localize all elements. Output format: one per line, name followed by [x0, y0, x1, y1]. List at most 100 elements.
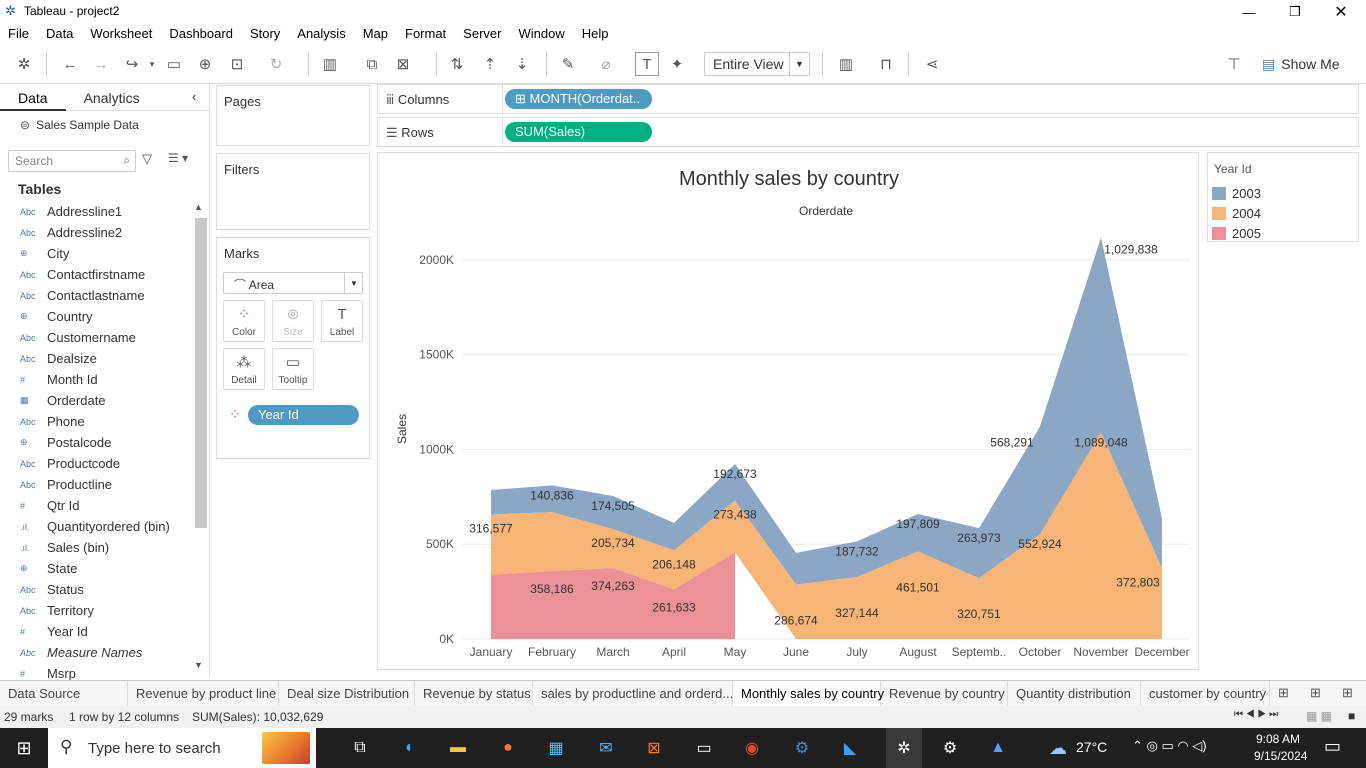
task-view-icon[interactable]: ⧉ [354, 739, 366, 756]
sheet-tab-0[interactable]: Data Source [0, 681, 128, 707]
menu-item-worksheet[interactable]: Worksheet [90, 26, 153, 41]
chevron-down-icon[interactable]: ▾ [149, 58, 155, 69]
field-measure-names[interactable]: Abc Measure Names [20, 642, 142, 663]
new-story-icon[interactable]: ⊞ [1342, 685, 1353, 700]
field-addressline2[interactable]: Abc Addressline2 [20, 222, 122, 243]
settings-icon[interactable]: ⚙ [942, 740, 958, 757]
edge-icon[interactable]: ◐ [405, 739, 415, 756]
show-me-button[interactable]: ▤ Show Me [1262, 52, 1340, 76]
search-input[interactable]: Search ⌕ [8, 150, 136, 172]
month-orderdate-pill[interactable]: ⊞ MONTH(Orderdat.. [505, 89, 652, 109]
field-territory[interactable]: Abc Territory [20, 600, 94, 621]
notification-icon[interactable]: ▭ [1324, 736, 1342, 756]
xampp-icon[interactable]: ⊠ [647, 740, 661, 757]
field-productcode[interactable]: Abc Productcode [20, 453, 120, 474]
chrome-icon[interactable]: ◉ [745, 740, 759, 757]
new-worksheet-icon[interactable]: ▥ [322, 56, 338, 73]
tray-icons[interactable]: ⌃ ◎ ▭ ◠ ◁) [1132, 738, 1207, 753]
menu-item-format[interactable]: Format [405, 26, 447, 41]
share-icon[interactable]: ⋖ [925, 56, 939, 73]
field-orderdate[interactable]: ▦ Orderdate [20, 390, 106, 411]
field-country[interactable]: ⊕ Country [20, 306, 93, 327]
field-customername[interactable]: Abc Customername [20, 327, 136, 348]
weather-icon[interactable]: ☁ [1049, 737, 1067, 758]
highlight-icon[interactable]: ✎ [561, 56, 575, 73]
view-options-icon[interactable]: ☰ ▾ [168, 151, 189, 165]
sheet-tab-1[interactable]: Revenue by product line [128, 681, 279, 707]
filmstrip-icon[interactable]: ■ [1348, 709, 1356, 723]
group-icon[interactable]: ⌀ [601, 56, 611, 73]
menu-item-dashboard[interactable]: Dashboard [169, 26, 233, 41]
field-postalcode[interactable]: ⊕ Postalcode [20, 432, 111, 453]
grid-view-icon[interactable]: ▦ ▦ [1306, 709, 1333, 723]
python-icon[interactable]: ⚙ [794, 740, 810, 757]
new-dashboard-icon[interactable]: ⊞ [1310, 685, 1321, 700]
legend-item-2003[interactable]: 2003 [1212, 184, 1261, 202]
field-year-id[interactable]: # Year Id [20, 621, 88, 642]
presentation-icon[interactable]: ⊓ [880, 56, 892, 73]
pin-icon[interactable]: ✦ [670, 56, 684, 73]
taskbar-search[interactable]: ⚲ Type here to search [48, 728, 316, 768]
close-button[interactable]: ✕ [1334, 4, 1348, 21]
refresh-icon[interactable]: ↻ [269, 56, 283, 73]
menu-item-server[interactable]: Server [463, 26, 502, 41]
field-city[interactable]: ⊕ City [20, 243, 69, 264]
filters-card[interactable]: Filters [216, 153, 370, 230]
field-month-id[interactable]: # Month Id [20, 369, 98, 390]
legend-item-2004[interactable]: 2004 [1212, 204, 1261, 222]
show-labels-icon[interactable]: T [635, 52, 659, 76]
filter-icon[interactable]: ▽ [142, 151, 152, 166]
field-msrp[interactable]: # Msrp [20, 663, 76, 684]
pause-icon[interactable]: ⊡ [230, 56, 244, 73]
sheet-tab-8[interactable]: customer by country [1141, 681, 1270, 707]
scrollbar[interactable]: ▲ ▼ [194, 202, 208, 674]
save-icon[interactable]: ▭ [166, 56, 182, 73]
store-icon[interactable]: ▦ [548, 740, 564, 757]
sheet-tab-6[interactable]: Revenue by country [881, 681, 1008, 707]
terminal-icon[interactable]: ▭ [696, 740, 712, 757]
menu-item-map[interactable]: Map [362, 26, 388, 41]
menu-item-help[interactable]: Help [581, 26, 609, 41]
sort-ascending-icon[interactable]: ⇡ [483, 56, 497, 73]
field-contactlastname[interactable]: Abc Contactlastname [20, 285, 145, 306]
legend-item-2005[interactable]: 2005 [1212, 224, 1261, 242]
field-addressline1[interactable]: Abc Addressline1 [20, 201, 122, 222]
field-dealsize[interactable]: Abc Dealsize [20, 348, 97, 369]
sheet-tab-2[interactable]: Deal size Distribution [279, 681, 415, 707]
mark-type-dropdown[interactable]: ⌒ Area ▼ [223, 272, 363, 294]
maximize-button[interactable]: ❐ [1289, 4, 1301, 19]
tab-data[interactable]: Data [0, 85, 66, 111]
color-button[interactable]: ⁘ Color [223, 300, 265, 342]
new-worksheet-icon[interactable]: ⊞ [1278, 685, 1289, 700]
file-explorer-icon[interactable]: ▬ [450, 739, 466, 756]
redo-icon[interactable]: → [93, 55, 109, 73]
sheet-tab-4[interactable]: sales by productline and orderd... [533, 681, 733, 707]
photos-icon[interactable]: ▲ [990, 739, 1006, 756]
sheet-nav-icon[interactable]: ⏮ ◀ ▶ ⏭ [1234, 709, 1279, 720]
mail-icon[interactable]: ✉ [599, 740, 613, 757]
tableau-taskbar-icon[interactable]: ✲ [886, 728, 922, 768]
menu-item-data[interactable]: Data [45, 26, 74, 41]
size-button[interactable]: ⊚ Size [272, 300, 314, 342]
swap-icon[interactable]: ↪ [125, 56, 139, 73]
duplicate-icon[interactable]: ⧉ [366, 55, 378, 73]
field-state[interactable]: ⊕ State [20, 558, 77, 579]
field-sales-bin-[interactable]: .ıl. Sales (bin) [20, 537, 109, 558]
collapse-icon[interactable]: ‹ [192, 89, 197, 104]
field-productline[interactable]: Abc Productline [20, 474, 112, 495]
menu-item-story[interactable]: Story [249, 26, 281, 41]
field-phone[interactable]: Abc Phone [20, 411, 85, 432]
field-status[interactable]: Abc Status [20, 579, 84, 600]
swap-axes-icon[interactable]: ⇅ [450, 56, 464, 73]
menu-item-analysis[interactable]: Analysis [297, 26, 346, 41]
sheet-tab-3[interactable]: Revenue by status [415, 681, 533, 707]
field-qtr-id[interactable]: # Qtr Id [20, 495, 80, 516]
detail-button[interactable]: ⁂ Detail [223, 348, 265, 390]
sheet-tab-7[interactable]: Quantity distribution [1008, 681, 1141, 707]
vscode-icon[interactable]: ◣ [843, 740, 857, 757]
new-datasource-icon[interactable]: ⊕ [198, 56, 212, 73]
fit-dropdown[interactable]: Entire View ▼ [704, 52, 810, 76]
sign-icon[interactable]: ⊤ [1227, 56, 1241, 73]
field-contactfirstname[interactable]: Abc Contactfirstname [20, 264, 145, 285]
tooltip-button[interactable]: ▭ Tooltip [272, 348, 314, 390]
